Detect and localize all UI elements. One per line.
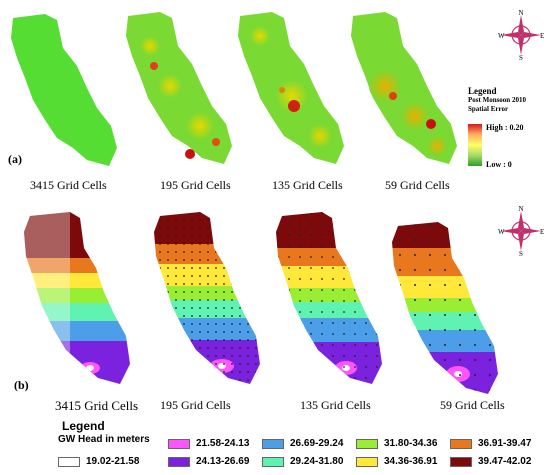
map-b-59 — [378, 218, 503, 398]
gw-legend-item: 39.47-42.02 — [450, 456, 531, 467]
gw-swatch — [356, 438, 378, 449]
gw-range-label: 26.69-29.24 — [290, 438, 344, 449]
gw-swatch — [262, 456, 284, 467]
svg-text:E: E — [540, 228, 544, 236]
panel-a-label: (a) — [8, 152, 22, 166]
caption-b-3: 135 Grid Cells — [300, 398, 371, 412]
gw-swatch — [262, 438, 284, 449]
map-b-135 — [262, 208, 387, 388]
caption-b-1: 3415 Grid Cells — [55, 398, 139, 413]
caption-b-4: 59 Grid Cells — [440, 398, 505, 412]
gw-range-label: 34.36-36.91 — [384, 456, 438, 467]
gw-legend-item: 29.24-31.80 — [262, 456, 343, 467]
gw-range-label: 21.58-24.13 — [196, 438, 250, 449]
gw-range-label: 24.13-26.69 — [196, 456, 250, 467]
caption-a-3: 135 Grid Cells — [272, 178, 343, 192]
svg-text:S: S — [519, 54, 523, 60]
gw-legend-item: 24.13-26.69 — [168, 456, 249, 467]
caption-a-2: 195 Grid Cells — [160, 178, 231, 192]
north-arrow-icon: N S W E — [496, 9, 546, 65]
gw-swatch — [58, 456, 80, 467]
gw-range-label: 19.02-21.58 — [86, 456, 140, 467]
gw-swatch — [356, 456, 378, 467]
gw-swatch — [450, 456, 472, 467]
gw-swatch — [450, 438, 472, 449]
gw-range-label: 36.91-39.47 — [478, 438, 532, 449]
gw-range-label: 29.24-31.80 — [290, 456, 344, 467]
error-legend-title: Legend — [468, 86, 497, 96]
error-high-label: High : 0.20 — [486, 123, 524, 132]
gw-legend-item: 26.69-29.24 — [262, 438, 343, 449]
caption-a-1: 3415 Grid Cells — [30, 178, 107, 192]
gw-range-label: 31.80-34.36 — [384, 438, 438, 449]
error-legend: Legend Post Monsoon 2010 Spatial Error — [468, 86, 548, 114]
svg-text:N: N — [518, 10, 523, 17]
gw-legend-item: 36.91-39.47 — [450, 438, 531, 449]
gw-legend-title: Legend — [62, 419, 105, 433]
error-low-label: Low : 0 — [486, 160, 512, 169]
svg-text:E: E — [540, 32, 544, 40]
svg-text:N: N — [518, 206, 523, 213]
caption-b-2: 195 Grid Cells — [160, 398, 231, 412]
gw-legend-item: 31.80-34.36 — [356, 438, 437, 449]
north-arrow-b-icon: N S W E — [496, 205, 546, 261]
gw-legend-subtitle: GW Head in meters — [58, 434, 150, 445]
caption-a-4: 59 Grid Cells — [385, 178, 450, 192]
map-b-3415 — [10, 208, 135, 388]
gw-swatch — [168, 456, 190, 467]
map-b-195 — [140, 208, 265, 388]
map-a-135 — [232, 6, 350, 166]
svg-text:W: W — [498, 32, 505, 40]
gw-range-label: 39.47-42.02 — [478, 456, 532, 467]
map-a-59 — [345, 6, 463, 166]
panel-b-label: (b) — [14, 378, 29, 392]
gw-legend-item: 34.36-36.91 — [356, 456, 437, 467]
gw-swatch — [168, 438, 190, 449]
map-a-3415 — [5, 8, 123, 168]
map-a-195 — [120, 6, 238, 166]
error-color-ramp — [468, 124, 482, 166]
error-legend-subtitle2: Spatial Error — [468, 105, 509, 113]
gw-legend-item: 19.02-21.58 — [58, 456, 139, 467]
error-legend-subtitle1: Post Monsoon 2010 — [468, 96, 526, 104]
gw-legend-item: 21.58-24.13 — [168, 438, 249, 449]
svg-text:W: W — [498, 228, 505, 236]
svg-text:S: S — [519, 250, 523, 256]
